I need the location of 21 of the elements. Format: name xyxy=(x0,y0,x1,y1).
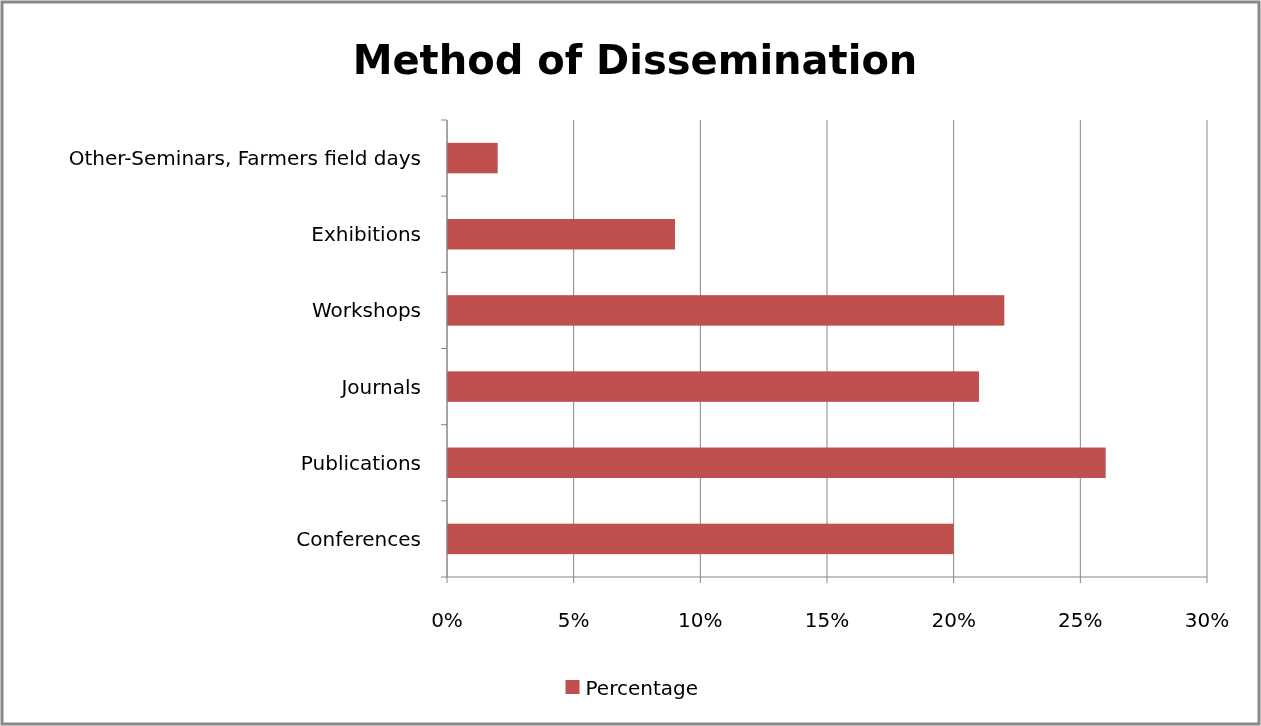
chart-title: Method of Dissemination xyxy=(352,37,918,83)
legend-label: Percentage xyxy=(585,676,699,700)
x-tick-label: 20% xyxy=(931,608,976,632)
bar xyxy=(447,219,675,250)
bar xyxy=(447,523,954,555)
y-tick-label: Publications xyxy=(300,450,421,475)
x-tick-label: 5% xyxy=(557,608,590,632)
bar xyxy=(447,371,979,402)
bar xyxy=(447,295,1005,326)
y-tick-label: Other-Seminars, Farmers field days xyxy=(68,146,421,171)
x-tick-label: 25% xyxy=(1058,608,1103,632)
x-tick-label: 10% xyxy=(678,608,723,632)
y-tick-label: Exhibitions xyxy=(311,222,421,247)
x-tick-label: 30% xyxy=(1184,608,1230,632)
x-tick-label: 15% xyxy=(804,608,850,632)
bar xyxy=(447,447,1106,478)
bar xyxy=(447,142,498,174)
y-tick-label: Workshops xyxy=(311,298,421,323)
y-tick-label: Conferences xyxy=(296,526,421,551)
x-tick-label: 0% xyxy=(431,608,463,632)
y-tick-label: Journals xyxy=(339,374,421,399)
